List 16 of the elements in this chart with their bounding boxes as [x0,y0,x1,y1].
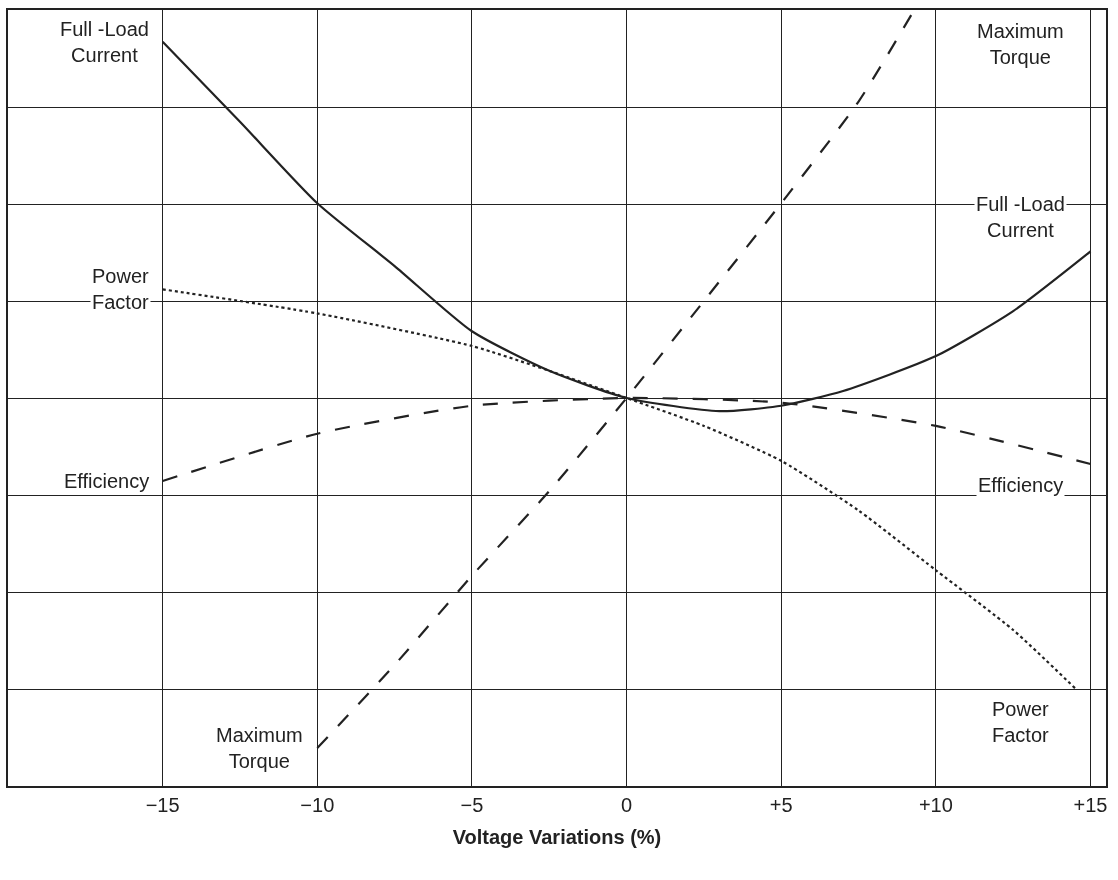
x-tick-label: −10 [300,793,335,816]
series-label: Power Factor [92,265,150,313]
x-tick-label: −15 [145,793,180,816]
x-tick-label: 0 [621,793,633,816]
series-label: Full -Load Current [60,18,149,66]
x-tick-label: −5 [460,793,484,816]
text: Full -Load Current [976,193,1065,241]
x-tick-label: +15 [1073,793,1108,816]
series-label: Efficiency [64,470,150,492]
text: Efficiency [978,474,1064,496]
series-label: Maximum Torque [216,724,303,772]
text: Power Factor [992,698,1049,746]
text: Maximum Torque [977,20,1064,68]
x-axis-title: Voltage Variations (%) [452,825,662,848]
x-tick-label: +10 [918,793,953,816]
x-tick-label: +5 [769,793,793,816]
